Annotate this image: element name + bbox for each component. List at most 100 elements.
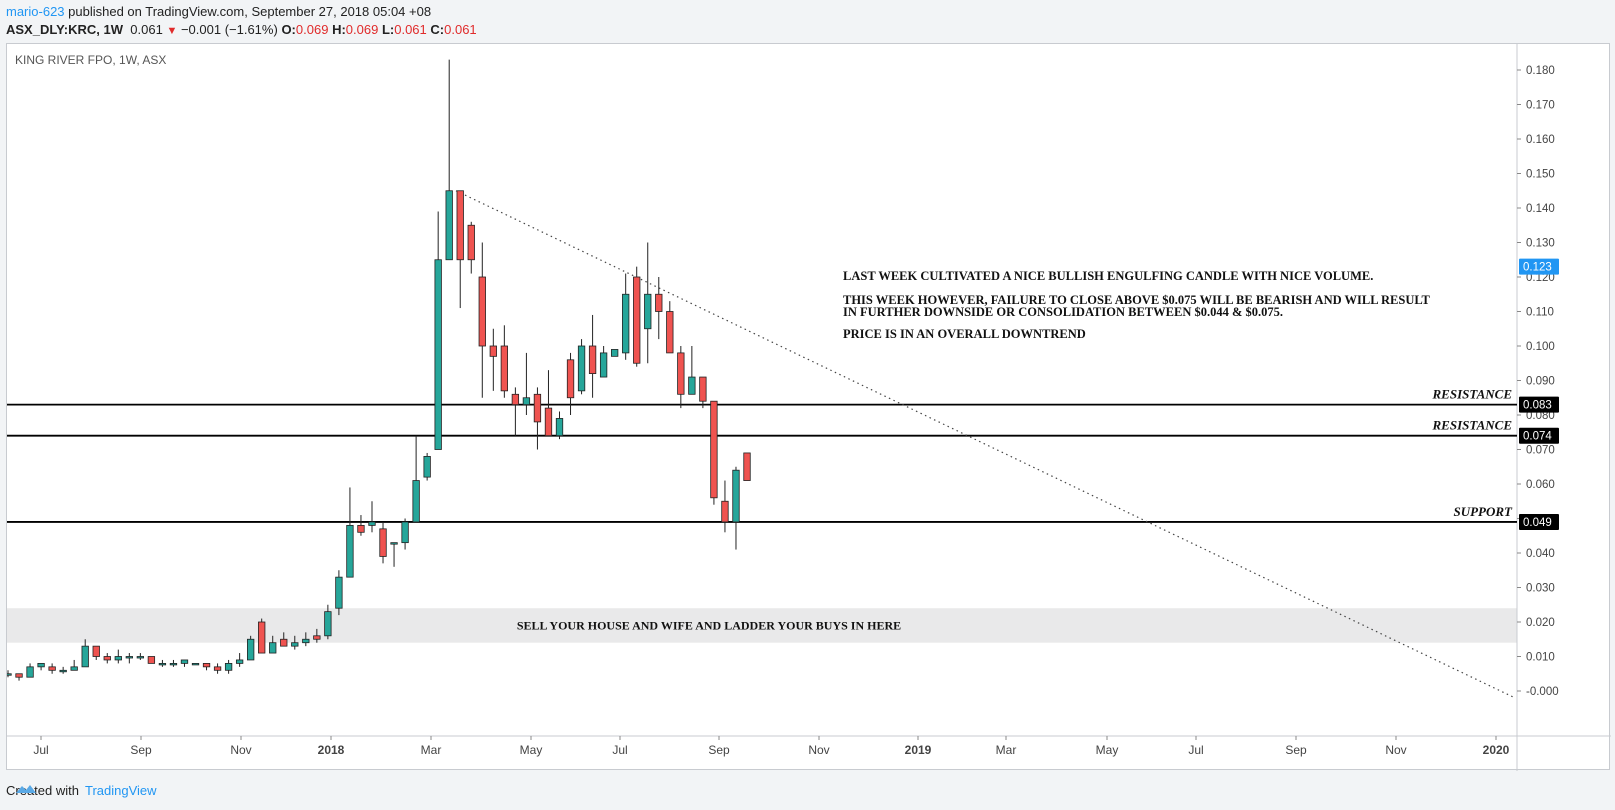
candle bbox=[500, 325, 509, 398]
candle bbox=[291, 635, 299, 650]
x-tick-label: Sep bbox=[1285, 743, 1307, 757]
candle bbox=[644, 242, 652, 364]
publish-info: mario-623 published on TradingView.com, … bbox=[6, 2, 431, 22]
candle-body bbox=[191, 663, 200, 666]
candle-body bbox=[213, 666, 222, 671]
candle bbox=[655, 277, 663, 340]
candle bbox=[467, 221, 475, 274]
candle bbox=[224, 659, 233, 674]
buy-zone-label: SELL YOUR HOUSE AND WIFE AND LADDER YOUR… bbox=[517, 618, 901, 632]
candle bbox=[588, 314, 597, 398]
candle-body bbox=[59, 669, 67, 673]
candle-body bbox=[15, 673, 23, 678]
candle bbox=[368, 501, 376, 533]
x-tick-label: 2020 bbox=[1483, 743, 1510, 757]
footer: Created with TradingView bbox=[6, 783, 157, 798]
candle bbox=[666, 301, 674, 354]
level-label: RESISTANCE bbox=[1432, 418, 1513, 433]
price-label-box bbox=[1519, 513, 1559, 530]
candle-body bbox=[7, 673, 12, 676]
tradingview-logo-icon bbox=[16, 785, 36, 793]
candle-body bbox=[633, 276, 641, 364]
candle-body bbox=[379, 528, 387, 557]
candle-body bbox=[103, 656, 111, 661]
candle-body bbox=[721, 500, 729, 523]
candle-body bbox=[235, 659, 244, 664]
candle bbox=[611, 349, 619, 357]
candle bbox=[577, 339, 586, 395]
y-tick-label: 0.110 bbox=[1526, 307, 1554, 319]
high-value: 0.069 bbox=[345, 22, 379, 37]
level-label: RESISTANCE bbox=[1432, 387, 1513, 402]
candle bbox=[202, 663, 211, 671]
candle-body bbox=[533, 393, 542, 423]
price-label-text: 0.083 bbox=[1523, 400, 1552, 412]
candle-body bbox=[346, 524, 354, 578]
candle-body bbox=[302, 638, 310, 644]
candle-body bbox=[70, 666, 78, 671]
candle-body bbox=[511, 393, 520, 406]
candle-body bbox=[324, 611, 332, 637]
candle-body bbox=[456, 190, 464, 261]
tradingview-link[interactable]: TradingView bbox=[84, 783, 157, 798]
candle bbox=[555, 411, 564, 440]
open-label: O: bbox=[281, 22, 296, 37]
y-tick-label: 0.060 bbox=[1526, 479, 1555, 491]
price-chart[interactable]: SELL YOUR HOUSE AND WIFE AND LADDER YOUR… bbox=[7, 44, 1611, 771]
candle bbox=[599, 346, 608, 378]
candle-body bbox=[622, 293, 630, 354]
x-tick-label: Jul bbox=[33, 743, 48, 757]
candle bbox=[677, 346, 685, 409]
candle-body bbox=[37, 663, 45, 668]
candle-body bbox=[489, 345, 497, 357]
y-tick-label: 0.010 bbox=[1526, 652, 1555, 664]
candle bbox=[81, 639, 89, 668]
candle-body bbox=[677, 352, 685, 395]
candle bbox=[489, 328, 497, 391]
chart-title: KING RIVER FPO, 1W, ASX bbox=[15, 53, 166, 67]
candle-body bbox=[48, 666, 56, 671]
author-link[interactable]: mario-623 bbox=[6, 4, 65, 19]
candle-body bbox=[357, 524, 365, 533]
close-value: 0.061 bbox=[444, 22, 477, 37]
candle-body bbox=[269, 642, 277, 654]
candle bbox=[147, 656, 156, 664]
candle-body bbox=[666, 311, 674, 354]
candle-body bbox=[335, 576, 343, 609]
candle-body bbox=[544, 407, 553, 437]
y-tick-label: -0.000 bbox=[1526, 686, 1559, 698]
candle bbox=[191, 663, 200, 666]
candle bbox=[213, 663, 222, 674]
x-tick-label: Jul bbox=[1188, 743, 1203, 757]
x-tick-label: Mar bbox=[421, 743, 442, 757]
candle-body bbox=[92, 645, 100, 657]
candle bbox=[103, 653, 111, 664]
price-label-text: 0.074 bbox=[1523, 431, 1552, 443]
candle-body bbox=[368, 521, 376, 526]
candle bbox=[136, 653, 145, 660]
candle bbox=[533, 387, 542, 450]
candle-body bbox=[478, 276, 486, 347]
price-label-box bbox=[1519, 396, 1559, 413]
candle-body bbox=[247, 638, 255, 661]
candle-body bbox=[522, 397, 531, 406]
candle bbox=[92, 645, 100, 660]
y-tick-label: 0.150 bbox=[1526, 169, 1555, 181]
y-tick-label: 0.020 bbox=[1526, 617, 1555, 629]
candle-body bbox=[588, 345, 597, 375]
price-change: −0.001 (−1.61%) bbox=[180, 22, 278, 37]
y-tick-label: 0.180 bbox=[1526, 65, 1555, 77]
price-label-box bbox=[1519, 427, 1559, 444]
candle bbox=[456, 190, 464, 309]
candle bbox=[7, 670, 12, 678]
candle bbox=[70, 659, 78, 671]
x-tick-label: May bbox=[1096, 743, 1119, 757]
candle bbox=[379, 521, 387, 564]
created-with-text: Created with bbox=[6, 783, 79, 798]
candle bbox=[169, 659, 178, 667]
low-value: 0.061 bbox=[394, 22, 427, 37]
candle-body bbox=[202, 663, 211, 668]
candle-body bbox=[180, 659, 189, 664]
chart-panel[interactable]: SELL YOUR HOUSE AND WIFE AND LADDER YOUR… bbox=[6, 43, 1611, 771]
candle-body bbox=[401, 521, 409, 544]
